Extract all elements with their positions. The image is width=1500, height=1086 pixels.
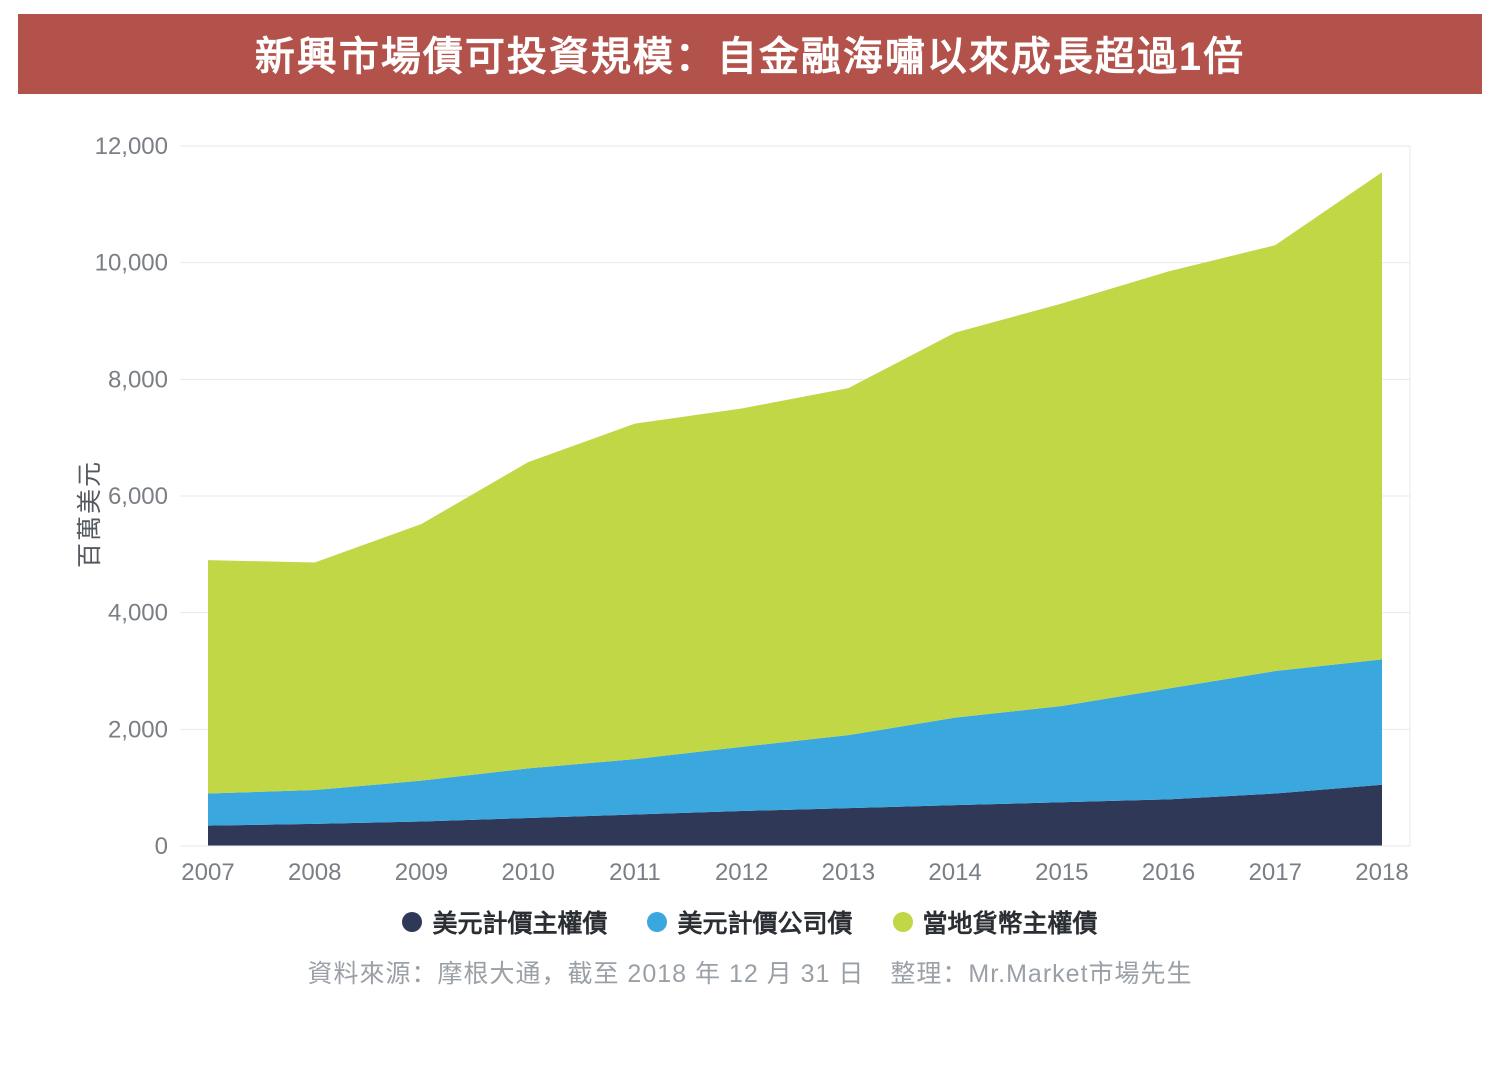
svg-text:6,000: 6,000: [108, 483, 168, 510]
svg-text:2,000: 2,000: [108, 716, 168, 743]
chart-container: 百萬美元 0 2,000 4,000 6,000 8,000 10,000 12,000 20…: [70, 134, 1430, 894]
stacked-area-chart: 0 2,000 4,000 6,000 8,000 10,000 12,000 2007 200…: [70, 134, 1420, 894]
svg-text:2009: 2009: [395, 859, 448, 886]
svg-text:2011: 2011: [609, 859, 661, 886]
legend-dot-icon: [402, 912, 422, 932]
svg-text:2015: 2015: [1035, 859, 1088, 886]
y-axis-label: 百萬美元: [70, 460, 106, 568]
svg-text:2016: 2016: [1142, 859, 1195, 886]
source-attribution: 資料來源：摩根大通，截至 2018 年 12 月 31 日 整理：Mr.Mark…: [0, 954, 1500, 990]
legend-dot-icon: [893, 912, 913, 932]
svg-text:4,000: 4,000: [108, 600, 168, 627]
svg-text:2017: 2017: [1249, 859, 1302, 886]
svg-text:12,000: 12,000: [95, 134, 168, 160]
svg-text:2007: 2007: [181, 859, 234, 886]
legend-label: 美元計價公司債: [677, 904, 852, 940]
svg-text:10,000: 10,000: [95, 250, 168, 277]
legend-dot-icon: [647, 912, 667, 932]
svg-text:2008: 2008: [288, 859, 341, 886]
svg-text:2013: 2013: [822, 859, 875, 886]
svg-text:2012: 2012: [715, 859, 768, 886]
svg-text:8,000: 8,000: [108, 366, 168, 393]
legend-label: 當地貨幣主權債: [923, 904, 1098, 940]
legend-item-1: 美元計價公司債: [647, 904, 852, 940]
legend-label: 美元計價主權債: [432, 904, 607, 940]
chart-legend: 美元計價主權債 美元計價公司債 當地貨幣主權債: [0, 904, 1500, 940]
svg-text:0: 0: [155, 833, 168, 860]
legend-item-2: 當地貨幣主權債: [893, 904, 1098, 940]
chart-title-banner: 新興市場債可投資規模：自金融海嘯以來成長超過1倍: [18, 14, 1482, 94]
svg-text:2018: 2018: [1355, 859, 1408, 886]
svg-text:2010: 2010: [501, 859, 554, 886]
legend-item-0: 美元計價主權債: [402, 904, 607, 940]
svg-text:2014: 2014: [928, 859, 981, 886]
